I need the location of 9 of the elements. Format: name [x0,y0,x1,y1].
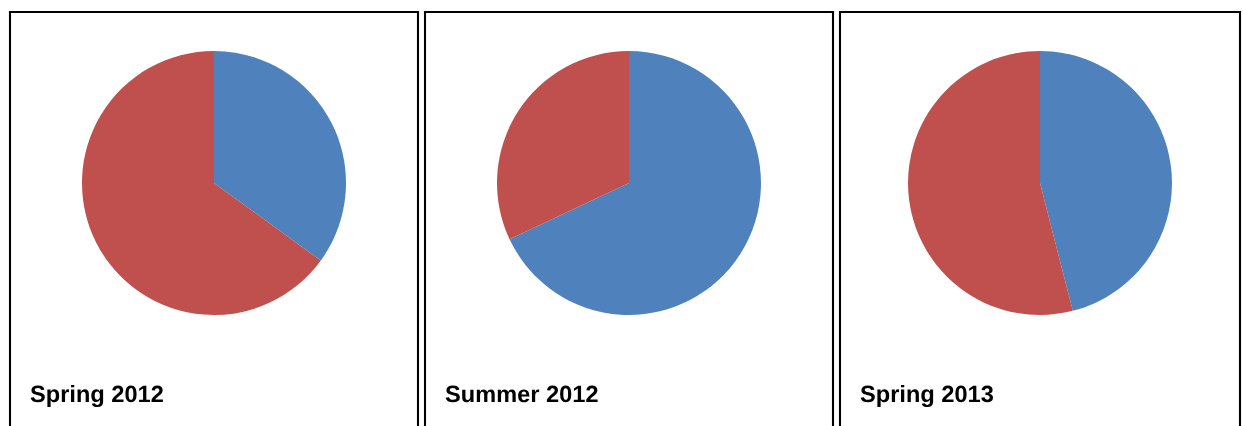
pie-slice [1040,51,1172,311]
text: Spring 2012 [30,384,163,408]
pie-slice [497,51,629,240]
pie-slice [908,51,1073,315]
pie-slice [82,51,321,315]
pie-slice [214,51,346,261]
pie-slice [509,51,761,315]
text: Summer 2012 [445,385,598,403]
text: Spring 2013 [860,384,993,408]
